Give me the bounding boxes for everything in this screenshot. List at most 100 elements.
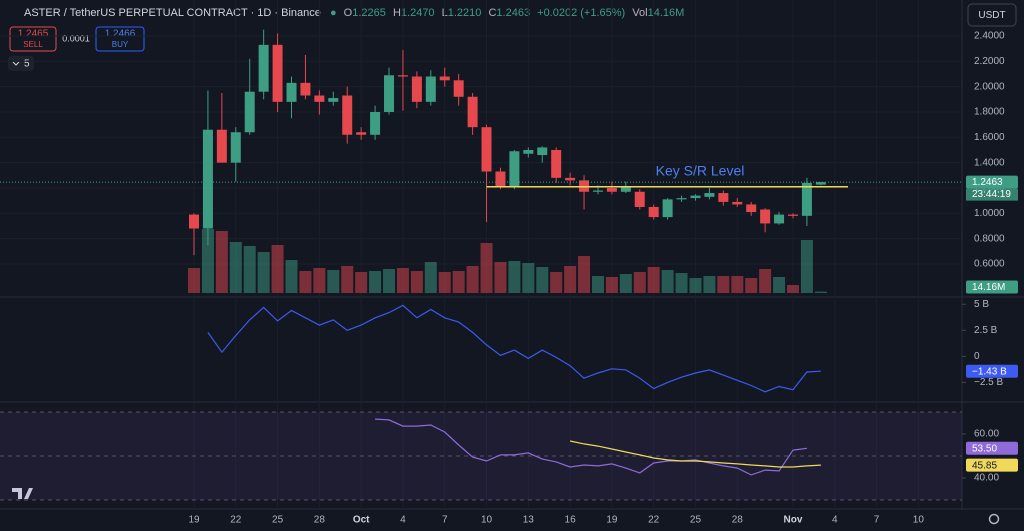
y-tick-label: 1.4000 bbox=[974, 157, 1005, 168]
volume-bar bbox=[773, 277, 786, 293]
y-tick-label: 2.4000 bbox=[974, 31, 1005, 42]
volume-bar bbox=[438, 272, 451, 293]
y-tick-label: 1.6000 bbox=[974, 132, 1005, 143]
volume-bar bbox=[759, 269, 772, 293]
candle-body bbox=[787, 214, 798, 216]
volume-bar bbox=[215, 231, 228, 293]
y-tick-label: 2.5 B bbox=[974, 325, 998, 336]
buy-price: 1.2466 bbox=[105, 29, 136, 40]
x-tick-label: 25 bbox=[272, 515, 284, 526]
x-tick-label: 10 bbox=[913, 515, 925, 526]
price-label-box bbox=[966, 175, 1018, 189]
candle-body bbox=[495, 171, 506, 187]
candle-body bbox=[801, 182, 812, 216]
candle-body bbox=[760, 209, 771, 224]
volume-bar bbox=[424, 262, 437, 293]
x-tick-label: 28 bbox=[314, 515, 326, 526]
volume-value: 14.16M bbox=[648, 7, 685, 19]
series-line bbox=[375, 418, 807, 476]
volume-bar bbox=[591, 276, 604, 293]
settings-icon[interactable] bbox=[988, 513, 1000, 525]
volume-label: Vol bbox=[632, 7, 647, 19]
y-tick-label: 2.0000 bbox=[974, 81, 1005, 92]
countdown: 23:44:19 bbox=[972, 189, 1011, 200]
volume-bar bbox=[578, 256, 591, 293]
volume-bar bbox=[731, 276, 744, 293]
candle-body bbox=[523, 149, 534, 154]
volume-bar bbox=[675, 273, 688, 293]
volume-bar bbox=[313, 268, 326, 293]
candle-body bbox=[370, 111, 381, 135]
candle-body bbox=[453, 80, 464, 97]
price-label: 14.16M bbox=[972, 282, 1005, 293]
volume-bar bbox=[661, 270, 674, 293]
candle-body bbox=[467, 96, 478, 128]
y-tick-label: 1.0000 bbox=[974, 208, 1005, 219]
buy-button[interactable] bbox=[95, 26, 145, 52]
volume-bar bbox=[508, 261, 521, 293]
candle-body bbox=[425, 76, 436, 102]
candle-body bbox=[815, 182, 826, 185]
buy-label: BUY bbox=[112, 40, 129, 49]
x-tick-label: 4 bbox=[400, 515, 406, 526]
volume-bar bbox=[522, 263, 535, 293]
indicators-toggle[interactable] bbox=[8, 56, 34, 71]
candle-body bbox=[397, 75, 408, 77]
volume-bar bbox=[564, 266, 577, 293]
volume-bar bbox=[647, 267, 660, 293]
candle-body bbox=[216, 129, 227, 163]
volume-bar bbox=[271, 245, 284, 293]
x-tick-label: Nov bbox=[784, 515, 803, 526]
volume-bar bbox=[452, 271, 465, 293]
candle-body bbox=[189, 214, 199, 229]
price-label: 45.85 bbox=[972, 460, 997, 471]
sell-button[interactable] bbox=[9, 26, 57, 52]
candle-body bbox=[202, 129, 213, 229]
volume-bar bbox=[466, 266, 479, 293]
ohlc-label: O bbox=[344, 7, 353, 19]
volume-bar bbox=[257, 252, 270, 293]
x-tick-label: 22 bbox=[230, 515, 242, 526]
x-tick-label: 13 bbox=[523, 515, 535, 526]
candle-body bbox=[439, 76, 450, 81]
candle-body bbox=[620, 186, 631, 192]
annotation: Key S/R Level bbox=[656, 162, 745, 178]
y-tick-label: 40.00 bbox=[974, 473, 999, 484]
candle-body bbox=[230, 132, 241, 163]
volume-bar bbox=[355, 272, 368, 293]
price-label-box bbox=[966, 458, 1018, 472]
volume-bar bbox=[396, 268, 409, 293]
symbol[interactable]: ASTER / TetherUS PERPETUAL CONTRACT · 1D… bbox=[24, 7, 321, 19]
volume-bar bbox=[689, 278, 702, 293]
candle-body bbox=[565, 177, 576, 181]
volume-bar bbox=[550, 272, 563, 293]
candle-body bbox=[481, 127, 492, 172]
volume-bar bbox=[745, 278, 758, 293]
price-label: 53.50 bbox=[972, 443, 997, 454]
y-tick-label: −2.5 B bbox=[974, 377, 1004, 388]
volume-bar bbox=[703, 276, 716, 293]
price-label-box bbox=[966, 280, 1018, 294]
x-tick-label: 22 bbox=[648, 515, 660, 526]
tradingview-logo[interactable] bbox=[12, 488, 33, 499]
candle-body bbox=[774, 214, 785, 224]
sell-label: SELL bbox=[23, 40, 43, 49]
x-tick-label: 16 bbox=[565, 515, 577, 526]
candle-body bbox=[676, 198, 687, 200]
x-tick-label: 10 bbox=[481, 515, 493, 526]
candle-body bbox=[648, 206, 659, 218]
candle-body bbox=[328, 98, 339, 102]
y-tick-label: 60.00 bbox=[974, 429, 999, 440]
status-dot: ● bbox=[330, 7, 337, 19]
volume-bar bbox=[480, 243, 493, 293]
candle-body bbox=[662, 199, 673, 218]
candle-body bbox=[551, 149, 562, 178]
currency-select[interactable] bbox=[967, 3, 1017, 27]
candle-body bbox=[342, 95, 353, 135]
price-label-box bbox=[966, 364, 1018, 378]
candle-body bbox=[314, 95, 325, 102]
ohlc-value: 1.2470 bbox=[401, 7, 435, 19]
y-tick-label: 0.8000 bbox=[974, 233, 1005, 244]
volume-bar bbox=[494, 262, 507, 293]
spread: 0.0001 bbox=[62, 33, 90, 43]
